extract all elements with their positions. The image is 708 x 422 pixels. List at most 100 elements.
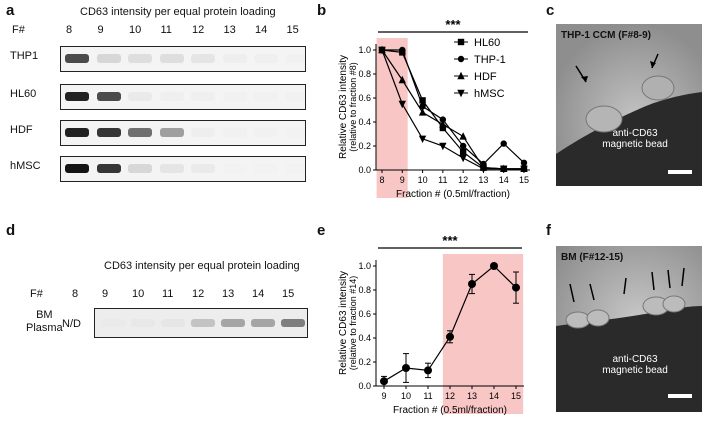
data-point (457, 38, 465, 46)
blot-band (65, 92, 89, 101)
em-image-f: BM (F#12-15) anti-CD63 magnetic bead (556, 246, 702, 412)
data-point (399, 46, 406, 54)
series-line (382, 49, 525, 165)
data-point (419, 103, 426, 110)
significance-label: *** (442, 233, 458, 248)
em-image-c: THP-1 CCM (F#8-9) anti-CD63 magnetic bea… (556, 24, 702, 186)
panel-a-fraction-label: 12 (192, 24, 205, 36)
blot-band (254, 128, 278, 137)
blot-band (65, 164, 89, 173)
y-tick-label: 0.6 (358, 93, 371, 103)
panel-a-row-label: HDF (10, 124, 33, 136)
blot-band (222, 164, 247, 173)
data-point (479, 165, 488, 173)
panel-b-label: b (317, 2, 327, 19)
blot-band (281, 319, 305, 327)
panel-a-blot-strip (60, 120, 306, 146)
em-caption-f: BM (F#12-15) (561, 252, 624, 263)
x-tick-label: 9 (400, 175, 405, 185)
x-tick-label: 10 (401, 391, 411, 401)
data-point (512, 283, 520, 292)
data-point (520, 165, 528, 173)
y-tick-label: 0.8 (358, 285, 371, 295)
y-tick-label: 1.0 (358, 45, 371, 55)
data-point (378, 46, 386, 55)
data-point (419, 97, 426, 104)
panel-d-fraction-label: 14 (252, 288, 265, 300)
y-axis-label: Relative CD63 intensity (338, 55, 349, 159)
x-axis-label: Fraction # (0.5ml/fraction) (393, 405, 507, 416)
data-point (446, 332, 454, 341)
em-bead-line1-f: anti-CD63 (612, 354, 658, 365)
data-point (398, 100, 406, 109)
em-texture-f (556, 246, 702, 412)
blot-band (222, 54, 247, 63)
blot-band (191, 128, 215, 137)
data-point (418, 108, 427, 116)
blot-band (191, 164, 215, 173)
panel-d-label: d (6, 222, 16, 239)
data-point (380, 377, 388, 386)
data-point (439, 116, 447, 123)
panel-a-f-label: F# (12, 24, 25, 36)
data-point (459, 142, 467, 150)
data-point (459, 154, 467, 163)
blot-band (285, 54, 305, 63)
panel-d-nd-label: N/D (62, 318, 81, 330)
blot-band (96, 164, 121, 173)
blot-band (254, 164, 278, 173)
data-point (439, 124, 447, 132)
panel-a-row-label: THP1 (10, 50, 39, 62)
y-tick-label: 0.0 (358, 165, 371, 175)
data-point (490, 262, 498, 270)
data-point (418, 135, 427, 143)
x-tick-label: 15 (511, 391, 521, 401)
blot-band (128, 164, 152, 173)
x-tick-label: 14 (499, 175, 509, 185)
blot-band (254, 54, 278, 63)
em-bead-label-c: anti-CD63 magnetic bead (600, 128, 670, 150)
panel-a-blot-strip (60, 156, 306, 182)
x-tick-label: 9 (381, 391, 386, 401)
panel-a-row-label: hMSC (10, 160, 41, 172)
blot-band (159, 164, 184, 173)
blot-band (159, 92, 184, 101)
legend-label: HL60 (474, 37, 500, 49)
significance-label: *** (445, 17, 461, 32)
x-tick-label: 11 (423, 391, 432, 401)
blot-band (254, 92, 278, 101)
panel-e-label: e (317, 222, 326, 239)
em-bead-line2-c: magnetic bead (602, 139, 668, 150)
panel-a-row-label: HL60 (10, 88, 37, 100)
blot-band (101, 319, 125, 327)
y-tick-label: 0.8 (358, 69, 371, 79)
y-tick-label: 0.2 (358, 141, 371, 151)
data-point (520, 159, 528, 166)
blot-band (159, 128, 184, 137)
blot-band (161, 319, 185, 327)
panel-a-fraction-label: 14 (255, 24, 268, 36)
panel-d-fraction-label: 13 (222, 288, 235, 300)
blot-band (191, 54, 215, 63)
y-tick-label: 1.0 (358, 261, 371, 271)
blot-band (96, 54, 121, 63)
x-tick-label: 13 (467, 391, 477, 401)
panel-f-label: f (546, 222, 551, 239)
blot-band (191, 92, 215, 101)
panel-d-row-label-line2: Plasma (26, 322, 63, 334)
x-axis-label: Fraction # (0.5ml/fraction) (396, 189, 510, 200)
x-tick-label: 10 (418, 175, 428, 185)
blot-band (65, 54, 89, 63)
blot-band (222, 128, 247, 137)
x-tick-label: 12 (458, 175, 468, 185)
panel-a-title: CD63 intensity per equal protein loading (80, 6, 276, 18)
em-texture-c (556, 24, 702, 186)
data-point (459, 132, 467, 140)
x-tick-label: 8 (379, 175, 384, 185)
y-tick-label: 0.6 (358, 309, 371, 319)
blot-band (251, 319, 275, 327)
panel-d-f-label: F# (30, 288, 43, 300)
legend-label: HDF (474, 71, 497, 83)
blot-band (191, 319, 215, 327)
panel-d-row-label: BM Plasma (26, 309, 63, 335)
